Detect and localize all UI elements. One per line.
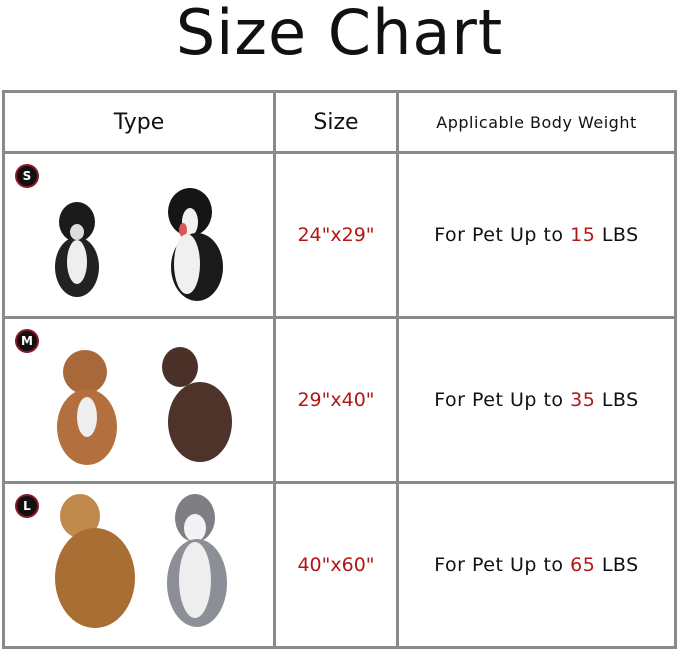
size-badge: M [17, 331, 37, 351]
weight-unit: LBS [601, 554, 639, 576]
page-title: Size Chart [175, 0, 504, 69]
size-badge: S [17, 166, 37, 186]
weight-unit: LBS [601, 224, 639, 246]
dog-images [55, 188, 223, 301]
labrador-image [162, 347, 232, 462]
header-size: Size [273, 90, 399, 154]
table-row-small: S 24"x29" For Pet Up to 15 LBS [2, 151, 677, 319]
weight-value: 15 [570, 224, 596, 246]
weight-unit: LBS [601, 389, 639, 411]
weight-prefix: For Pet Up to [434, 389, 564, 411]
weight-prefix: For Pet Up to [434, 554, 564, 576]
golden-retriever-image [55, 494, 135, 628]
border-collie-image [168, 188, 223, 301]
weight-value: 65 [570, 554, 596, 576]
header-row: Type Size Applicable Body Weight [2, 90, 677, 154]
weight-cell: For Pet Up to 15 LBS [396, 151, 677, 319]
dog-images [55, 494, 227, 628]
weight-prefix: For Pet Up to [434, 224, 564, 246]
size-badge: L [17, 496, 37, 516]
type-cell: M [2, 316, 276, 484]
table-row-medium: M 29"x40" For Pet Up to 35 LBS [2, 316, 677, 484]
size-value: 40"x60" [273, 481, 399, 649]
table-row-large: L 40"x60" For Pet Up to 65 LBS [2, 481, 677, 649]
poodle-mix-image [57, 350, 117, 465]
dog-images [57, 347, 232, 465]
size-value: 29"x40" [273, 316, 399, 484]
weight-cell: For Pet Up to 65 LBS [396, 481, 677, 649]
size-value: 24"x29" [273, 151, 399, 319]
header-weight: Applicable Body Weight [396, 90, 677, 154]
puppy-image [55, 202, 99, 297]
husky-image [167, 494, 227, 627]
size-chart-table: Type Size Applicable Body Weight S 24"x2… [2, 90, 677, 649]
type-cell: L [2, 481, 276, 649]
weight-value: 35 [570, 389, 596, 411]
type-cell: S [2, 151, 276, 319]
header-type: Type [2, 90, 276, 154]
weight-cell: For Pet Up to 35 LBS [396, 316, 677, 484]
